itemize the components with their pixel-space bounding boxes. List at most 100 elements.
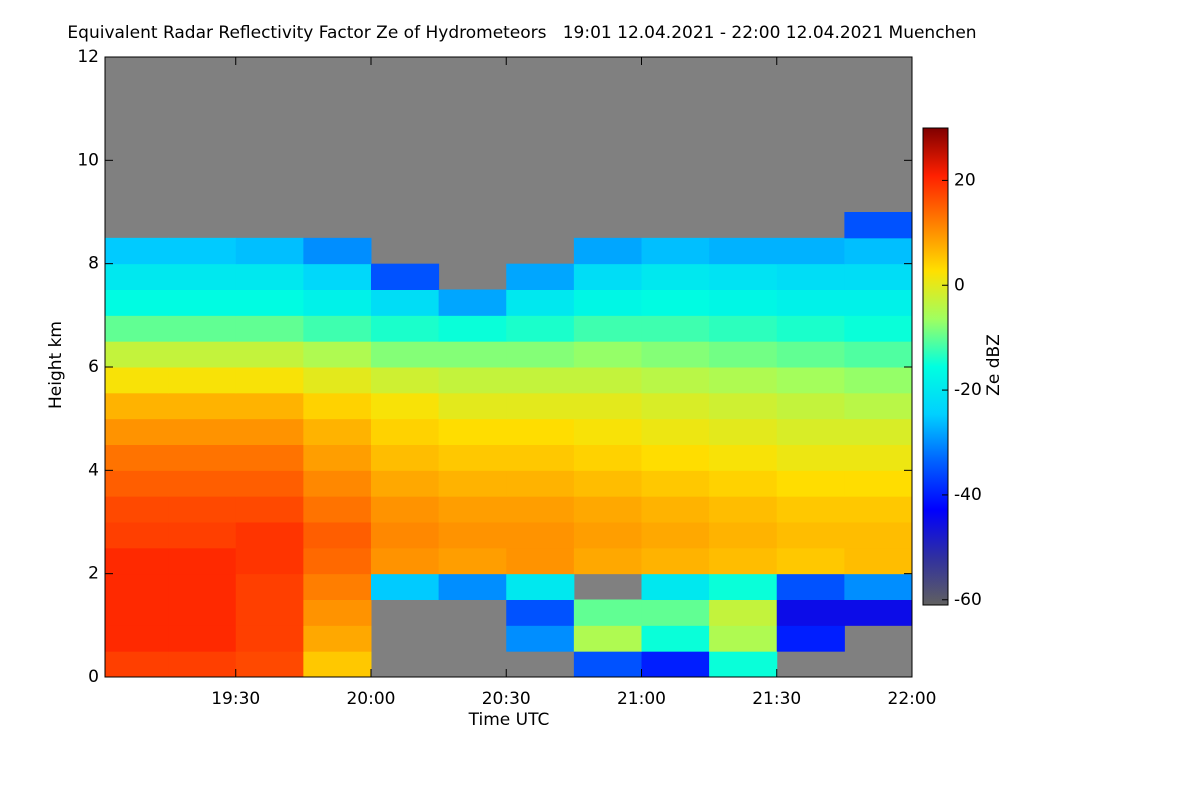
heatmap-cell xyxy=(235,547,304,575)
heatmap-cell xyxy=(105,651,169,678)
heatmap-cell xyxy=(573,470,642,497)
heatmap-cell xyxy=(370,418,440,445)
heatmap-cell xyxy=(370,522,440,549)
heatmap-cell xyxy=(303,651,372,678)
heatmap-cell xyxy=(506,289,575,316)
heatmap-cell xyxy=(776,573,845,600)
heatmap-cell xyxy=(641,599,710,626)
colorbar-tick-label: 20 xyxy=(954,170,976,190)
heatmap-cell xyxy=(235,263,304,290)
heatmap-cell xyxy=(506,573,575,600)
heatmap-cell xyxy=(105,470,169,497)
heatmap-cell xyxy=(105,392,169,420)
heatmap-cell xyxy=(776,237,845,265)
heatmap-cell xyxy=(844,599,913,626)
heatmap-cell xyxy=(235,315,304,342)
heatmap-cell xyxy=(776,470,845,497)
heatmap-cell xyxy=(506,392,575,420)
heatmap-cell xyxy=(235,418,304,445)
heatmap-cell xyxy=(641,237,710,265)
heatmap-cell xyxy=(506,315,575,342)
heatmap-cell xyxy=(168,237,237,265)
heatmap-cell xyxy=(303,625,372,652)
heatmap-cell xyxy=(438,496,507,523)
heatmap-cell xyxy=(235,599,304,626)
heatmap-cell xyxy=(776,625,845,652)
heatmap-cell xyxy=(709,599,778,626)
heatmap-cell xyxy=(709,573,778,600)
heatmap-cell xyxy=(641,315,710,342)
heatmap-cell xyxy=(776,315,845,342)
x-tick-label: 20:30 xyxy=(482,689,531,709)
heatmap-cell xyxy=(844,547,913,575)
heatmap-cell xyxy=(303,444,372,471)
heatmap-cell xyxy=(438,470,507,497)
heatmap-cell xyxy=(573,289,642,316)
colorbar-tick-label: 0 xyxy=(954,275,965,295)
heatmap-cell xyxy=(844,392,913,420)
heatmap-cell xyxy=(709,341,778,368)
heatmap-cell xyxy=(776,367,845,394)
heatmap-cell xyxy=(168,444,237,471)
heatmap-cell xyxy=(303,315,372,342)
heatmap-cell xyxy=(573,547,642,575)
heatmap-cell xyxy=(573,237,642,265)
heatmap-cell xyxy=(235,289,304,316)
heatmap-cell xyxy=(641,418,710,445)
heatmap-cell xyxy=(776,444,845,471)
heatmap-cell xyxy=(370,547,440,575)
heatmap-cell xyxy=(506,522,575,549)
heatmap-cell xyxy=(235,341,304,368)
heatmap-cell xyxy=(168,599,237,626)
heatmap-cell xyxy=(573,392,642,420)
heatmap-cell xyxy=(709,547,778,575)
heatmap-cell xyxy=(573,625,642,652)
heatmap-cell xyxy=(506,367,575,394)
heatmap-cell xyxy=(438,522,507,549)
heatmap-cell xyxy=(844,444,913,471)
heatmap-cell xyxy=(709,263,778,290)
heatmap-cell xyxy=(303,341,372,368)
heatmap-cell xyxy=(303,470,372,497)
heatmap-cell xyxy=(844,263,913,290)
heatmap-cell xyxy=(709,496,778,523)
x-tick-label: 19:30 xyxy=(211,689,260,709)
heatmap-cell xyxy=(168,470,237,497)
heatmap-cell xyxy=(438,341,507,368)
colorbar-tick-label: -40 xyxy=(954,485,982,505)
heatmap-cell xyxy=(105,496,169,523)
heatmap-cell xyxy=(641,444,710,471)
heatmap-cell xyxy=(776,263,845,290)
heatmap-cell xyxy=(776,599,845,626)
heatmap-cell xyxy=(844,289,913,316)
heatmap-cell xyxy=(370,263,440,290)
heatmap-cell xyxy=(573,315,642,342)
heatmap-cell xyxy=(235,470,304,497)
heatmap-cell xyxy=(105,289,169,316)
heatmap-cell xyxy=(168,573,237,600)
y-tick-label: 4 xyxy=(88,460,99,480)
colorbar xyxy=(922,127,949,606)
heatmap-cell xyxy=(844,212,913,239)
heatmap-cell xyxy=(844,341,913,368)
heatmap-cell xyxy=(709,470,778,497)
heatmap-cell xyxy=(370,367,440,394)
heatmap-cell xyxy=(709,444,778,471)
heatmap-cell xyxy=(709,237,778,265)
heatmap-cell xyxy=(573,418,642,445)
heatmap-cell xyxy=(776,496,845,523)
heatmap-cell xyxy=(506,418,575,445)
heatmap-cell xyxy=(370,496,440,523)
heatmap-cell xyxy=(709,651,778,678)
heatmap-cell xyxy=(105,341,169,368)
heatmap-cell xyxy=(641,547,710,575)
heatmap-cell xyxy=(844,522,913,549)
colorbar-label: Ze dBZ xyxy=(984,334,1004,396)
heatmap-cell xyxy=(844,237,913,265)
heatmap-cell xyxy=(235,367,304,394)
heatmap-cell xyxy=(641,573,710,600)
heatmap-cell xyxy=(776,418,845,445)
heatmap-cell xyxy=(105,444,169,471)
heatmap-cell xyxy=(506,341,575,368)
